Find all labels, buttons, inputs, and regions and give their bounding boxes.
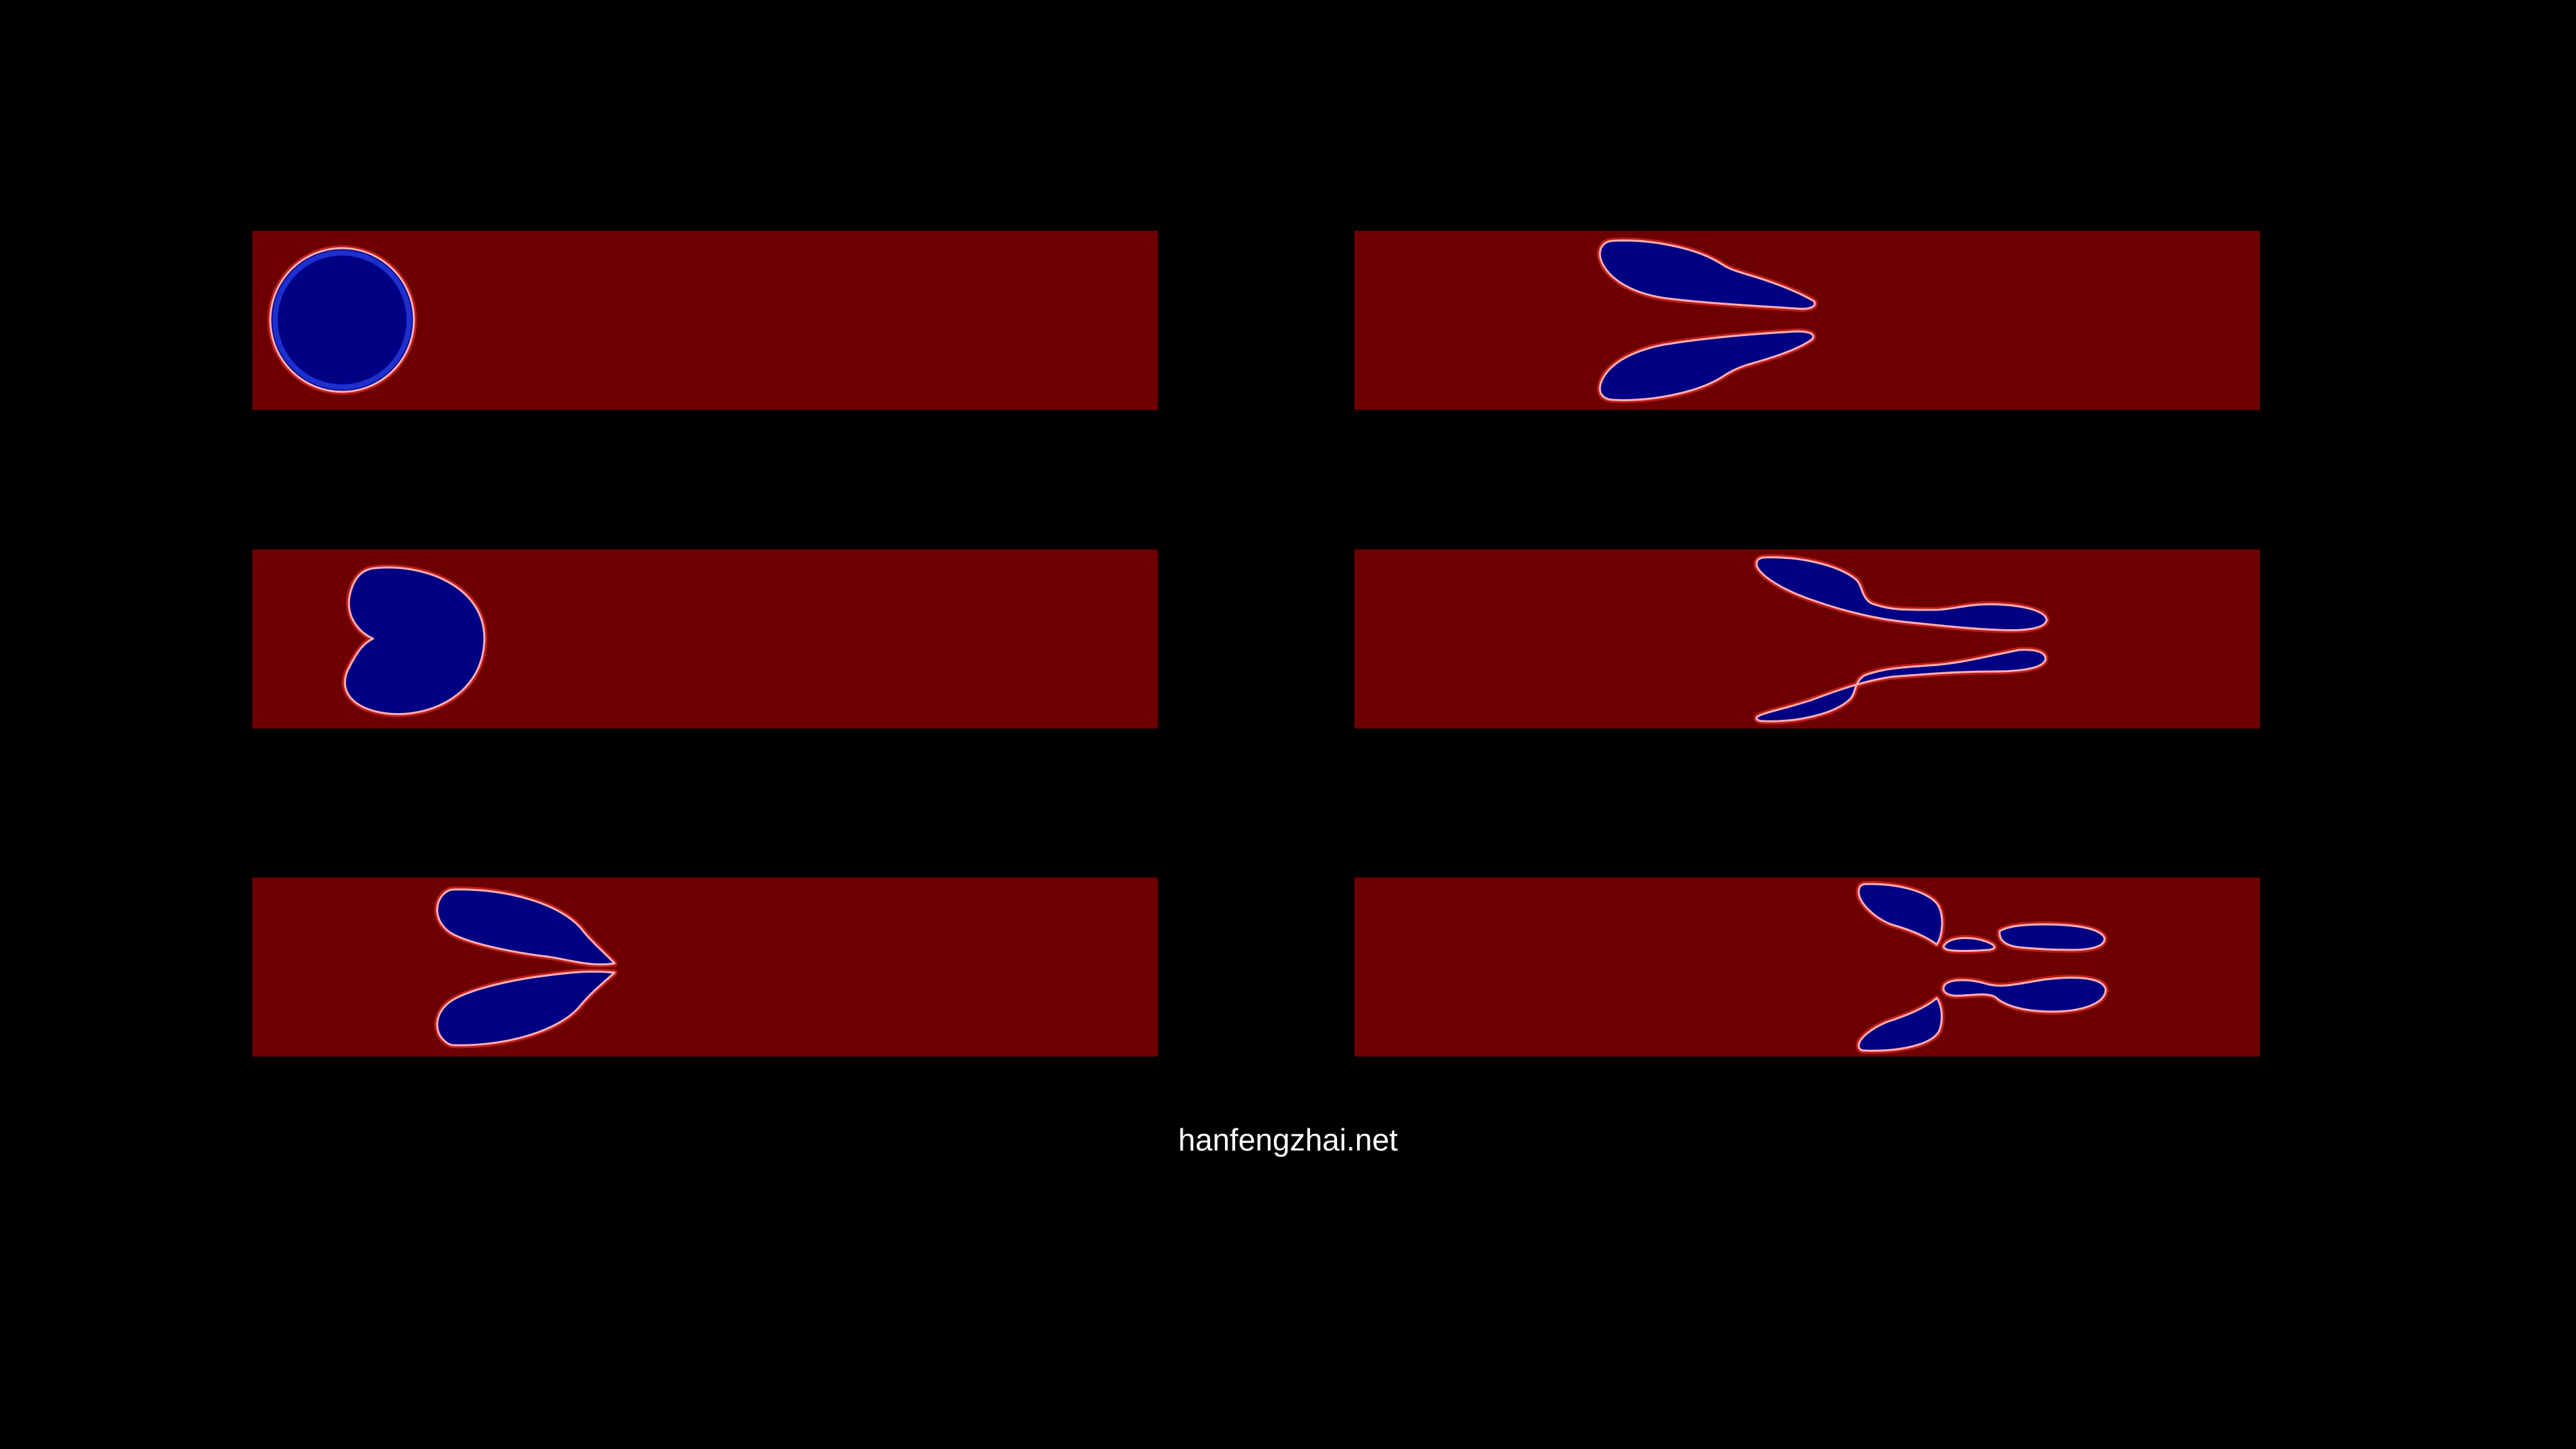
panel-stage-4 bbox=[1354, 231, 2260, 410]
bubble-shape-4 bbox=[1597, 237, 1818, 403]
panel-stage-5 bbox=[1354, 549, 2260, 729]
bubble-shape-6 bbox=[1856, 881, 2109, 1054]
panel-stage-3 bbox=[252, 877, 1158, 1057]
watermark-text: hanfengzhai.net bbox=[1178, 1122, 1398, 1157]
bubble-shape-2 bbox=[341, 564, 488, 717]
panel-stage-2 bbox=[252, 549, 1158, 729]
bubble-shape-3 bbox=[434, 886, 618, 1049]
panel-stage-1 bbox=[252, 231, 1158, 410]
bubble-shape-5 bbox=[1754, 554, 2050, 724]
bubble-shape-1 bbox=[267, 245, 417, 395]
panel-stage-6 bbox=[1354, 877, 2260, 1057]
